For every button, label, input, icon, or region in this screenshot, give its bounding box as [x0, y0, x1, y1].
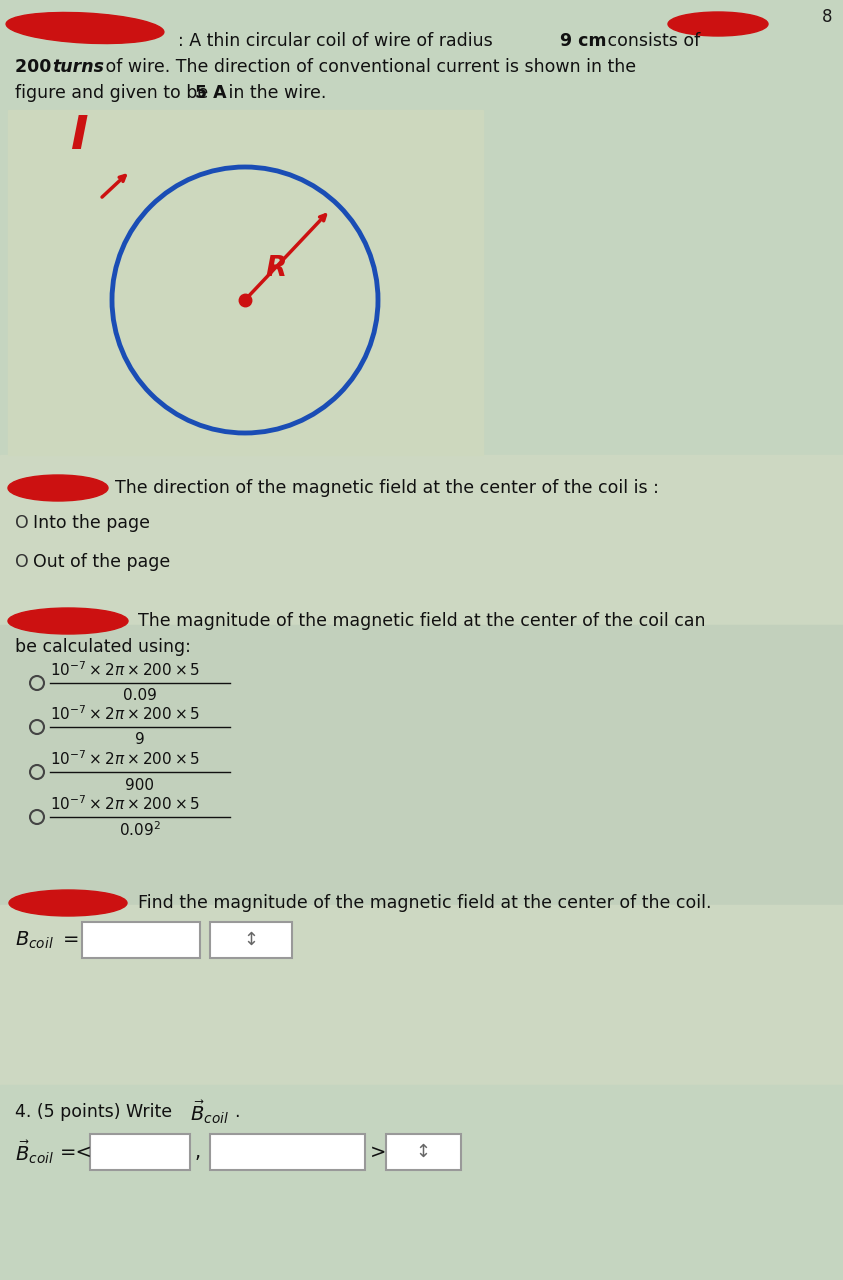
- Text: $10^{-7}\times2\pi\times200\times5$: $10^{-7}\times2\pi\times200\times5$: [50, 750, 201, 768]
- Text: $\vec{B}_{coil}$: $\vec{B}_{coil}$: [15, 1138, 54, 1166]
- Bar: [8, 110, 483, 454]
- FancyBboxPatch shape: [386, 1134, 461, 1170]
- FancyBboxPatch shape: [210, 1134, 365, 1170]
- Text: O: O: [15, 553, 29, 571]
- Text: I: I: [71, 114, 89, 159]
- Ellipse shape: [668, 12, 768, 36]
- Ellipse shape: [6, 13, 164, 44]
- Text: $B_{coil}$: $B_{coil}$: [15, 929, 54, 951]
- Text: $10^{-7}\times2\pi\times200\times5$: $10^{-7}\times2\pi\times200\times5$: [50, 705, 201, 723]
- Text: : A thin circular coil of wire of radius: : A thin circular coil of wire of radius: [178, 32, 498, 50]
- Text: 9: 9: [135, 732, 145, 748]
- Bar: [0, 1085, 843, 1280]
- Text: $0.09^2$: $0.09^2$: [119, 820, 161, 840]
- Text: ,: ,: [195, 1143, 201, 1161]
- Text: The magnitude of the magnetic field at the center of the coil can: The magnitude of the magnetic field at t…: [138, 612, 706, 630]
- Text: 5 A: 5 A: [195, 84, 227, 102]
- Text: turns: turns: [52, 58, 104, 76]
- Text: R: R: [265, 253, 287, 282]
- FancyBboxPatch shape: [210, 922, 292, 957]
- Text: 900: 900: [126, 777, 154, 792]
- Text: =<: =<: [60, 1143, 93, 1161]
- Ellipse shape: [9, 890, 127, 916]
- Text: 4. (5 points) Write: 4. (5 points) Write: [15, 1103, 178, 1121]
- Text: in the wire.: in the wire.: [223, 84, 326, 102]
- Text: be calculated using:: be calculated using:: [15, 637, 191, 655]
- Text: The direction of the magnetic field at the center of the coil is :: The direction of the magnetic field at t…: [115, 479, 659, 497]
- FancyBboxPatch shape: [90, 1134, 190, 1170]
- Text: 0.09: 0.09: [123, 689, 157, 704]
- Text: consists of: consists of: [602, 32, 701, 50]
- Text: ↕: ↕: [416, 1143, 431, 1161]
- Ellipse shape: [8, 475, 108, 500]
- Text: >: >: [370, 1143, 386, 1161]
- Text: Out of the page: Out of the page: [33, 553, 170, 571]
- Bar: [0, 905, 843, 1085]
- Text: 8: 8: [821, 8, 832, 26]
- Text: $10^{-7}\times2\pi\times200\times5$: $10^{-7}\times2\pi\times200\times5$: [50, 660, 201, 680]
- Text: 200: 200: [15, 58, 57, 76]
- Text: of wire. The direction of conventional current is shown in the: of wire. The direction of conventional c…: [100, 58, 636, 76]
- Ellipse shape: [8, 608, 128, 634]
- Text: .: .: [234, 1103, 239, 1121]
- Text: $\vec{B}_{coil}$: $\vec{B}_{coil}$: [190, 1098, 229, 1126]
- Text: $10^{-7}\times2\pi\times200\times5$: $10^{-7}\times2\pi\times200\times5$: [50, 795, 201, 813]
- Text: Find the magnitude of the magnetic field at the center of the coil.: Find the magnitude of the magnetic field…: [138, 893, 711, 911]
- Text: 9 cm: 9 cm: [560, 32, 606, 50]
- Text: O: O: [15, 515, 29, 532]
- Text: ↕: ↕: [244, 931, 259, 948]
- Text: =: =: [63, 931, 79, 950]
- Bar: [0, 454, 843, 625]
- Bar: [0, 625, 843, 905]
- Text: figure and given to be: figure and given to be: [15, 84, 214, 102]
- FancyBboxPatch shape: [82, 922, 200, 957]
- Text: Into the page: Into the page: [33, 515, 150, 532]
